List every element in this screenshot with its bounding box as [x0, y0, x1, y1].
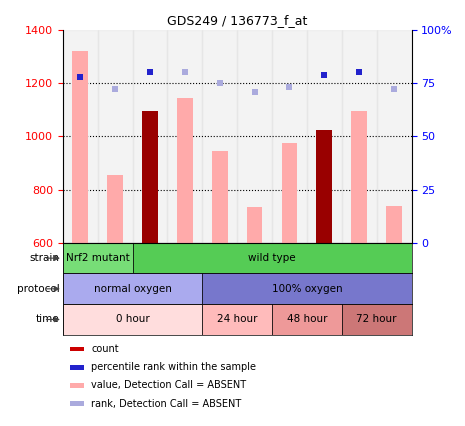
- Bar: [177, 98, 193, 243]
- Bar: [73, 51, 88, 243]
- Bar: [70, 401, 84, 406]
- Bar: [377, 30, 412, 243]
- Bar: [317, 130, 332, 243]
- Bar: [386, 205, 402, 243]
- Bar: [342, 304, 412, 335]
- Bar: [272, 304, 342, 335]
- Text: 72 hour: 72 hour: [356, 314, 397, 325]
- Text: normal oxygen: normal oxygen: [93, 284, 172, 294]
- Bar: [307, 30, 342, 243]
- Bar: [63, 304, 202, 335]
- Text: value, Detection Call = ABSENT: value, Detection Call = ABSENT: [91, 380, 246, 390]
- Bar: [352, 111, 367, 243]
- Bar: [70, 346, 84, 351]
- Bar: [202, 273, 412, 304]
- Bar: [63, 30, 98, 243]
- Bar: [133, 30, 167, 243]
- Bar: [237, 30, 272, 243]
- Text: percentile rank within the sample: percentile rank within the sample: [91, 362, 256, 372]
- Text: 0 hour: 0 hour: [116, 314, 149, 325]
- Bar: [202, 30, 237, 243]
- Text: Nrf2 mutant: Nrf2 mutant: [66, 253, 130, 263]
- Text: protocol: protocol: [17, 284, 60, 294]
- Text: wild type: wild type: [248, 253, 296, 263]
- Bar: [342, 30, 377, 243]
- Bar: [142, 111, 158, 243]
- Bar: [98, 30, 133, 243]
- Bar: [247, 207, 262, 243]
- Bar: [212, 151, 227, 243]
- Bar: [167, 30, 202, 243]
- Bar: [272, 30, 307, 243]
- Bar: [107, 175, 123, 243]
- Bar: [133, 243, 412, 273]
- Title: GDS249 / 136773_f_at: GDS249 / 136773_f_at: [167, 14, 307, 27]
- Text: 24 hour: 24 hour: [217, 314, 258, 325]
- Bar: [63, 273, 202, 304]
- Text: 48 hour: 48 hour: [286, 314, 327, 325]
- Bar: [70, 383, 84, 388]
- Bar: [70, 365, 84, 370]
- Bar: [63, 243, 133, 273]
- Text: 100% oxygen: 100% oxygen: [272, 284, 342, 294]
- Text: count: count: [91, 344, 119, 354]
- Bar: [202, 304, 272, 335]
- Text: rank, Detection Call = ABSENT: rank, Detection Call = ABSENT: [91, 399, 242, 409]
- Text: time: time: [36, 314, 60, 325]
- Bar: [282, 143, 297, 243]
- Text: strain: strain: [29, 253, 60, 263]
